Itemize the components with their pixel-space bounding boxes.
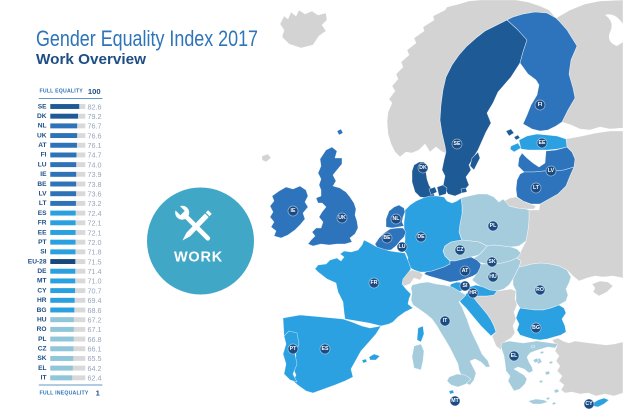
svg-text:BE: BE: [37, 181, 47, 188]
svg-text:BG: BG: [532, 325, 540, 331]
svg-text:HR: HR: [469, 290, 477, 296]
svg-text:DE: DE: [417, 234, 425, 240]
svg-text:74.0: 74.0: [88, 160, 102, 169]
svg-text:LU: LU: [399, 244, 406, 250]
svg-text:DK: DK: [37, 113, 47, 120]
svg-text:Gender Equality Index 2017: Gender Equality Index 2017: [36, 26, 258, 51]
svg-text:AT: AT: [38, 142, 46, 149]
svg-text:SK: SK: [488, 259, 495, 265]
svg-text:65.5: 65.5: [88, 354, 102, 363]
svg-text:73.2: 73.2: [88, 199, 102, 208]
svg-text:LV: LV: [548, 168, 555, 174]
svg-text:67.2: 67.2: [88, 316, 102, 325]
svg-text:71.8: 71.8: [88, 248, 102, 257]
svg-text:HR: HR: [37, 297, 47, 304]
svg-text:68.6: 68.6: [88, 306, 102, 315]
svg-text:73.6: 73.6: [88, 190, 102, 199]
svg-text:69.4: 69.4: [88, 296, 102, 305]
svg-text:ES: ES: [38, 210, 47, 217]
svg-text:LU: LU: [38, 161, 47, 168]
svg-text:73.9: 73.9: [88, 170, 102, 179]
svg-text:1: 1: [96, 389, 101, 398]
svg-text:79.2: 79.2: [88, 112, 102, 121]
svg-text:CY: CY: [37, 287, 47, 294]
svg-text:FULL INEQUALITY: FULL INEQUALITY: [40, 390, 89, 396]
svg-text:EL: EL: [511, 353, 518, 359]
svg-text:82.6: 82.6: [88, 102, 102, 111]
svg-text:71.4: 71.4: [88, 267, 102, 276]
svg-text:NL: NL: [393, 216, 401, 222]
svg-text:FULL EQUALITY: FULL EQUALITY: [40, 89, 84, 95]
svg-text:FI: FI: [538, 102, 543, 108]
svg-text:AT: AT: [462, 268, 469, 274]
svg-text:DE: DE: [37, 268, 47, 275]
svg-text:MT: MT: [451, 398, 459, 404]
svg-text:BE: BE: [383, 235, 391, 241]
svg-text:SK: SK: [37, 355, 46, 362]
svg-text:NL: NL: [38, 123, 47, 130]
svg-text:66.8: 66.8: [88, 335, 102, 344]
svg-text:HU: HU: [37, 317, 47, 324]
svg-text:72.1: 72.1: [88, 228, 102, 237]
svg-text:HU: HU: [489, 274, 497, 280]
svg-text:SE: SE: [38, 103, 47, 110]
svg-text:IT: IT: [443, 318, 448, 324]
svg-text:74.7: 74.7: [88, 151, 102, 160]
svg-text:IE: IE: [291, 208, 296, 214]
svg-text:71.0: 71.0: [88, 277, 102, 286]
svg-text:DK: DK: [419, 165, 427, 171]
svg-text:RO: RO: [536, 287, 544, 293]
svg-text:EE: EE: [38, 229, 47, 236]
svg-text:ES: ES: [322, 346, 329, 352]
svg-text:LT: LT: [39, 200, 47, 207]
svg-text:67.1: 67.1: [88, 325, 102, 334]
svg-text:FI: FI: [41, 152, 47, 159]
svg-text:76.6: 76.6: [88, 131, 102, 140]
svg-text:FR: FR: [371, 280, 378, 286]
svg-text:76.1: 76.1: [88, 141, 102, 150]
svg-text:PL: PL: [38, 336, 46, 343]
svg-text:72.1: 72.1: [88, 219, 102, 228]
svg-text:62.4: 62.4: [88, 374, 102, 383]
svg-text:71.5: 71.5: [88, 257, 102, 266]
svg-text:100: 100: [88, 87, 101, 96]
svg-text:BG: BG: [37, 307, 47, 314]
svg-text:EL: EL: [38, 365, 46, 372]
svg-text:72.0: 72.0: [88, 238, 102, 247]
svg-text:CZ: CZ: [457, 247, 465, 253]
svg-text:WORK: WORK: [174, 250, 223, 266]
svg-text:CZ: CZ: [38, 346, 47, 353]
svg-text:RO: RO: [37, 326, 47, 333]
svg-text:SE: SE: [454, 141, 461, 147]
svg-text:UK: UK: [37, 132, 47, 139]
svg-text:73.8: 73.8: [88, 180, 102, 189]
svg-text:IT: IT: [41, 375, 47, 382]
svg-text:SI: SI: [463, 283, 468, 289]
svg-text:72.4: 72.4: [88, 209, 102, 218]
svg-text:EU-28: EU-28: [28, 258, 47, 265]
svg-text:PT: PT: [38, 239, 46, 246]
svg-text:MT: MT: [37, 278, 47, 285]
svg-text:64.2: 64.2: [88, 364, 102, 373]
svg-text:76.7: 76.7: [88, 122, 102, 131]
svg-text:70.7: 70.7: [88, 286, 102, 295]
svg-text:LT: LT: [533, 185, 540, 191]
svg-text:IE: IE: [40, 171, 47, 178]
svg-text:CY: CY: [585, 401, 593, 407]
svg-text:Work Overview: Work Overview: [36, 51, 146, 68]
svg-text:LV: LV: [39, 191, 48, 198]
svg-text:EE: EE: [539, 140, 546, 146]
svg-text:UK: UK: [338, 215, 346, 221]
svg-text:SI: SI: [40, 249, 46, 256]
svg-text:66.1: 66.1: [88, 345, 102, 354]
svg-text:FR: FR: [38, 220, 47, 227]
svg-text:PT: PT: [290, 346, 297, 352]
svg-text:PL: PL: [490, 223, 497, 229]
